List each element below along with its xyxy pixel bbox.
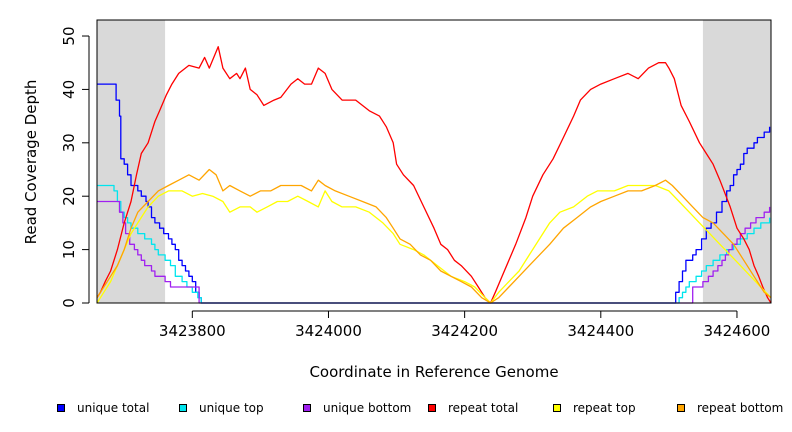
legend-item-repeat-bottom: repeat bottom: [677, 398, 783, 418]
legend-label: unique total: [77, 401, 150, 415]
shaded-region-2: [702, 20, 771, 303]
legend-item-unique-top: unique top: [179, 398, 264, 418]
legend-label: unique bottom: [323, 401, 412, 415]
y-axis-label: Read Coverage Depth: [22, 80, 40, 245]
legend-label: repeat total: [448, 401, 519, 415]
plot-frame: [96, 19, 772, 304]
y-tick-label: 10: [60, 240, 78, 259]
legend-item-repeat-top: repeat top: [553, 398, 636, 418]
series-line-repeat-top: [96, 184, 772, 304]
y-tick-label: 0: [60, 298, 78, 308]
x-tick-label: 3424000: [295, 322, 362, 340]
series-line-repeat-total: [96, 46, 772, 304]
x-tick-label: 3424400: [567, 322, 634, 340]
x-axis-label: Coordinate in Reference Genome: [309, 363, 558, 381]
legend-swatch: [428, 404, 436, 412]
series-line-unique-bottom: [97, 200, 771, 304]
legend-label: repeat top: [573, 401, 636, 415]
legend-label: unique top: [199, 401, 264, 415]
legend: unique total unique top unique bottom repea…: [0, 398, 792, 420]
series-line-unique-total: [97, 83, 771, 304]
legend-swatch: [553, 404, 561, 412]
y-tick-label: 40: [60, 80, 78, 99]
y-tick-label: 30: [60, 133, 78, 152]
legend-swatch: [677, 404, 685, 412]
legend-swatch: [303, 404, 311, 412]
shaded-regions: [97, 20, 771, 303]
series-line-unique-top: [97, 184, 771, 304]
legend-item-unique-bottom: unique bottom: [303, 398, 411, 418]
coverage-chart: 0 10 20 30 40 50 3423800 3424000 3424200 3424400…: [22, 19, 772, 381]
legend-item-unique-total: unique total: [57, 398, 149, 418]
y-axis: 0 10 20 30 40 50: [60, 26, 90, 308]
legend-swatch: [57, 404, 65, 412]
x-tick-label: 3423800: [159, 322, 226, 340]
legend-swatch: [179, 404, 187, 412]
x-tick-label: 3424200: [431, 322, 498, 340]
series-lines: [96, 46, 772, 304]
series-line-repeat-bottom: [96, 168, 772, 304]
legend-label: repeat bottom: [697, 401, 784, 415]
x-tick-label: 3424600: [704, 322, 771, 340]
x-axis: 3423800 3424000 3424200 3424400 3424600: [159, 310, 771, 340]
y-tick-label: 50: [60, 26, 78, 45]
shaded-region-1: [97, 20, 166, 303]
y-tick-label: 20: [60, 187, 78, 206]
legend-item-repeat-total: repeat total: [428, 398, 518, 418]
